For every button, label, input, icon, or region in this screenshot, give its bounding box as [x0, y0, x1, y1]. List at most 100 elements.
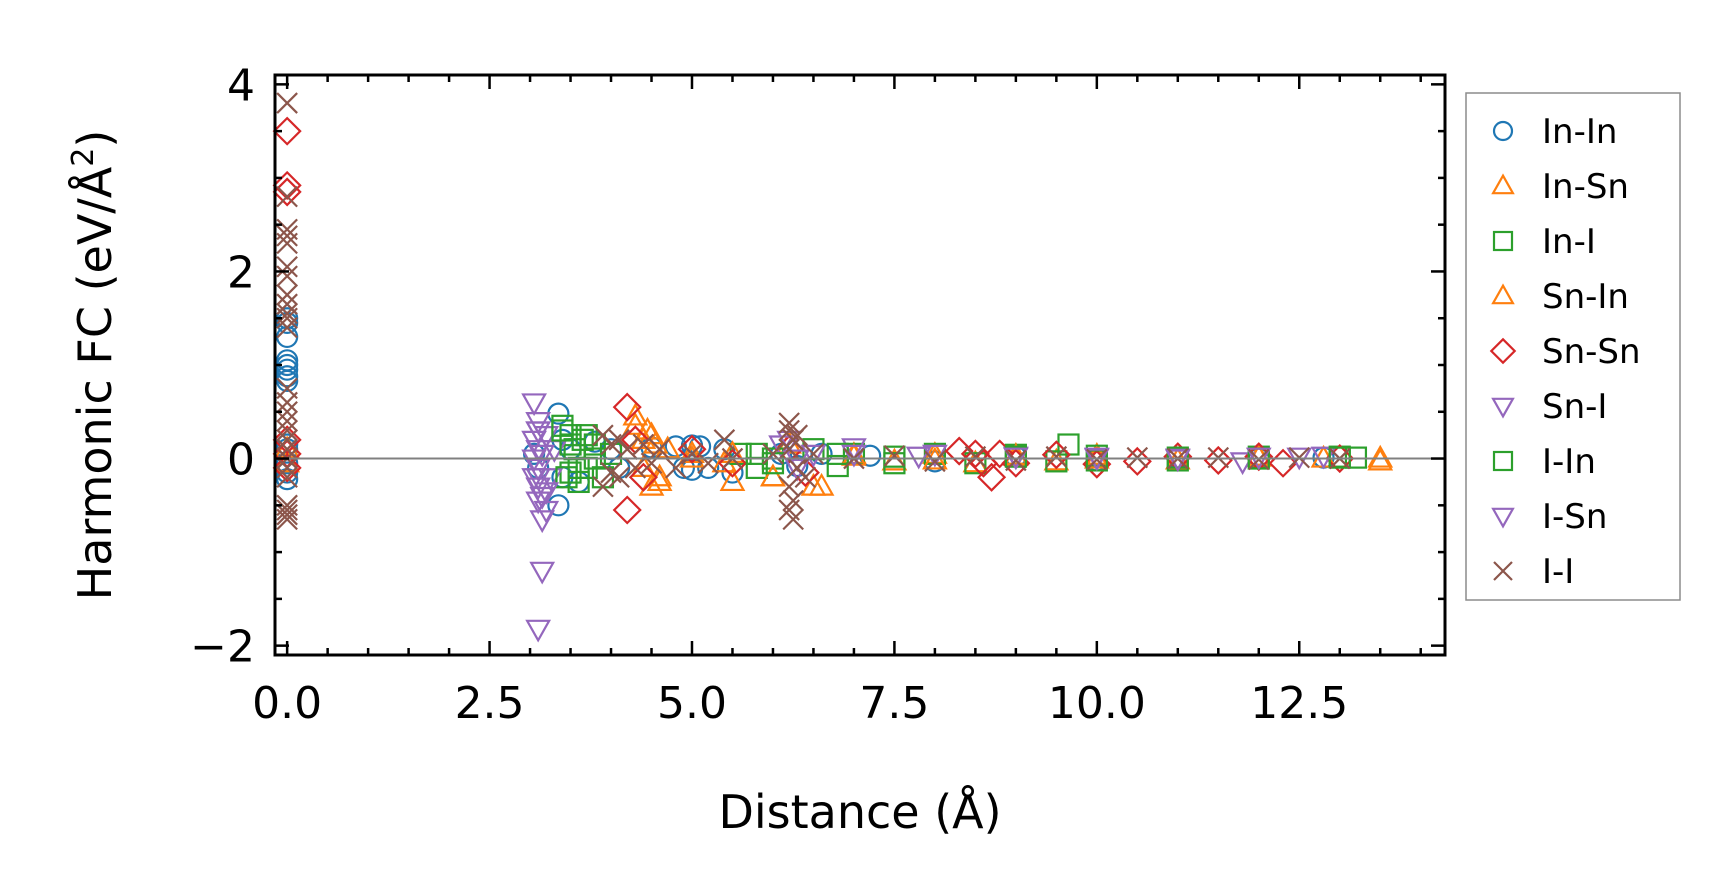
data-point — [810, 442, 833, 465]
data-point — [628, 462, 658, 492]
y-tick-label: 4 — [227, 60, 255, 111]
data-point — [276, 316, 298, 339]
legend-label: Sn-I — [1542, 387, 1607, 427]
data-point — [276, 499, 298, 521]
data-point — [632, 433, 655, 456]
data-point — [612, 495, 642, 525]
data-point — [612, 392, 642, 422]
x-tick-label: 0.0 — [252, 678, 322, 729]
legend-label: I-Sn — [1542, 497, 1607, 537]
data-point — [782, 508, 804, 531]
data-point — [1367, 444, 1394, 468]
legend-marker — [1491, 507, 1515, 529]
data-point — [547, 494, 570, 517]
data-point — [276, 232, 298, 255]
data-point — [276, 358, 299, 381]
legend-marker — [1491, 397, 1515, 419]
data-point — [533, 482, 560, 506]
data-point — [272, 425, 302, 455]
data-point — [276, 410, 298, 432]
data-point — [665, 457, 687, 479]
x-tick-label: 2.5 — [455, 678, 525, 729]
data-point — [276, 265, 298, 287]
data-point — [1045, 450, 1068, 473]
data-point — [622, 412, 649, 435]
legend-marker — [1489, 337, 1517, 365]
legend-marker — [1492, 120, 1514, 142]
data-point — [883, 444, 906, 467]
data-point — [529, 486, 556, 510]
data-point — [567, 470, 590, 494]
data-point — [1164, 449, 1191, 473]
data-point — [529, 561, 556, 585]
legend-label: In-In — [1542, 112, 1617, 152]
data-point — [276, 438, 298, 460]
data-point — [272, 453, 302, 483]
data-point — [1082, 449, 1112, 479]
data-point — [276, 225, 298, 247]
data-point — [681, 443, 703, 465]
data-point — [529, 444, 556, 468]
y-tick-label: −2 — [190, 622, 255, 673]
data-point — [272, 116, 302, 146]
data-point — [616, 438, 638, 460]
data-point — [786, 424, 809, 446]
legend-label: Sn-Sn — [1542, 332, 1641, 372]
data-marks — [272, 92, 1394, 643]
legend-label: In-Sn — [1542, 167, 1629, 207]
data-point — [276, 185, 298, 208]
data-point — [778, 438, 800, 460]
data-point — [808, 472, 835, 496]
data-point — [760, 463, 786, 487]
data-point — [551, 419, 574, 442]
x-tick-label: 10.0 — [1048, 678, 1146, 729]
y-axis-title-main: Harmonic FC (eV/Å — [68, 166, 122, 600]
data-point — [276, 457, 298, 479]
data-point — [525, 468, 552, 491]
data-point — [640, 452, 663, 475]
data-point — [638, 421, 665, 445]
data-point — [841, 444, 867, 468]
axis-tick-labels: 0.0 2.5 5.0 7.5 10.0 12.5 −2 0 2 4 — [190, 60, 1348, 729]
data-point — [622, 402, 649, 426]
data-point — [624, 457, 647, 479]
data-point — [521, 393, 547, 417]
data-point — [276, 461, 299, 484]
data-point — [881, 447, 908, 471]
data-point — [276, 419, 298, 442]
data-point — [794, 466, 817, 489]
data-point — [778, 412, 800, 434]
data-point — [762, 443, 784, 465]
data-point — [529, 510, 556, 534]
data-point — [944, 436, 974, 466]
legend-label: Sn-In — [1542, 277, 1629, 317]
legend-marker — [1493, 561, 1513, 581]
data-point — [1203, 445, 1233, 475]
data-point — [883, 445, 906, 468]
data-point — [276, 400, 298, 423]
data-point — [729, 442, 752, 465]
data-point — [272, 170, 302, 200]
data-point — [924, 450, 946, 473]
axis-ticks — [275, 75, 1445, 655]
data-point — [964, 452, 987, 475]
data-point — [276, 429, 298, 451]
data-point — [608, 466, 630, 489]
data-point — [905, 446, 932, 470]
x-tick-label: 7.5 — [859, 678, 929, 729]
data-point — [276, 369, 299, 393]
data-point — [697, 452, 719, 475]
data-point — [276, 307, 298, 330]
data-point — [977, 462, 1007, 492]
y-axis-title-close: ) — [68, 130, 122, 148]
data-point — [1122, 446, 1152, 476]
legend-marker — [1491, 283, 1515, 305]
y-axis-title: Harmonic FC (eV/Å2) — [66, 130, 122, 601]
legend-label: I-I — [1542, 552, 1574, 592]
data-point — [784, 458, 811, 482]
series-i-i — [276, 92, 1351, 531]
data-point — [964, 445, 987, 468]
legend-marker — [1492, 450, 1514, 472]
data-point — [525, 619, 552, 643]
data-point — [575, 424, 598, 447]
